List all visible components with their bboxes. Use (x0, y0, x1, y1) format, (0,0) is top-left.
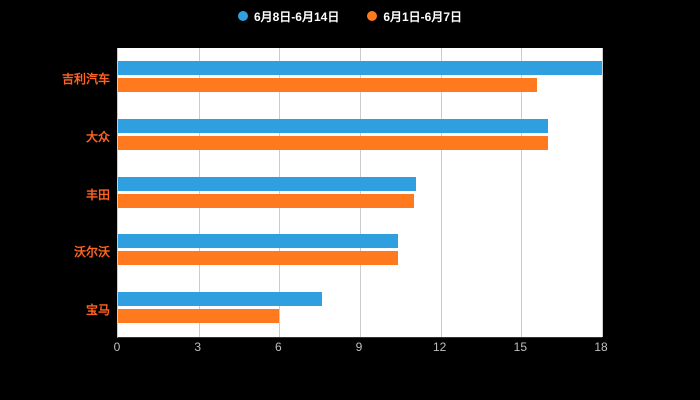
bar-6月8日-6月14日-吉利汽车[interactable] (118, 60, 602, 75)
gridline (521, 48, 523, 337)
legend-label: 6月1日-6月7日 (383, 9, 463, 24)
x-tick-label: 15 (513, 340, 527, 354)
bar-6月8日-6月14日-大众[interactable] (118, 118, 549, 133)
legend-label: 6月8日-6月14日 (253, 9, 340, 24)
legend-marker-orange-icon (367, 11, 378, 21)
bar-6月1日-6月7日-宝马[interactable] (118, 309, 280, 324)
legend-item-week2[interactable]: 6月8日-6月14日 (237, 8, 340, 25)
bar-6月1日-6月7日-吉利汽车[interactable] (118, 77, 538, 92)
gridline (440, 48, 442, 337)
bar-6月8日-6月14日-丰田[interactable] (118, 176, 417, 191)
x-tick-label: 12 (432, 340, 447, 354)
bar-6月1日-6月7日-沃尔沃[interactable] (118, 251, 398, 266)
gridline (198, 48, 200, 337)
x-tick-label: 6 (274, 340, 282, 354)
gridline (279, 48, 281, 337)
bar-6月1日-6月7日-大众[interactable] (118, 135, 549, 150)
bar-6月1日-6月7日-丰田[interactable] (118, 193, 414, 208)
plot-area (117, 48, 603, 338)
x-tick-label: 18 (594, 340, 608, 354)
x-tick-label: 9 (355, 340, 363, 354)
bar-6月8日-6月14日-沃尔沃[interactable] (118, 234, 398, 249)
category-label: 大众 (85, 129, 110, 144)
gridline (602, 48, 603, 337)
category-label: 吉利汽车 (61, 71, 110, 86)
x-tick-label: 0 (113, 340, 121, 354)
y-axis-category-labels: 吉利汽车大众丰田沃尔沃宝马 (0, 48, 110, 337)
x-tick-label: 3 (194, 340, 201, 354)
legend-marker-blue-icon (237, 11, 248, 21)
legend-item-week1[interactable]: 6月1日-6月7日 (367, 8, 462, 25)
chart-legend: 6月8日-6月14日 6月1日-6月7日 (0, 6, 700, 26)
x-axis-tick-labels: 0 3 6 9 12 15 18 (0, 340, 700, 356)
category-label: 沃尔沃 (73, 245, 110, 260)
category-label: 宝马 (85, 303, 110, 318)
category-label: 丰田 (85, 187, 110, 202)
gridline (360, 48, 361, 337)
bar-6月8日-6月14日-宝马[interactable] (118, 292, 323, 307)
